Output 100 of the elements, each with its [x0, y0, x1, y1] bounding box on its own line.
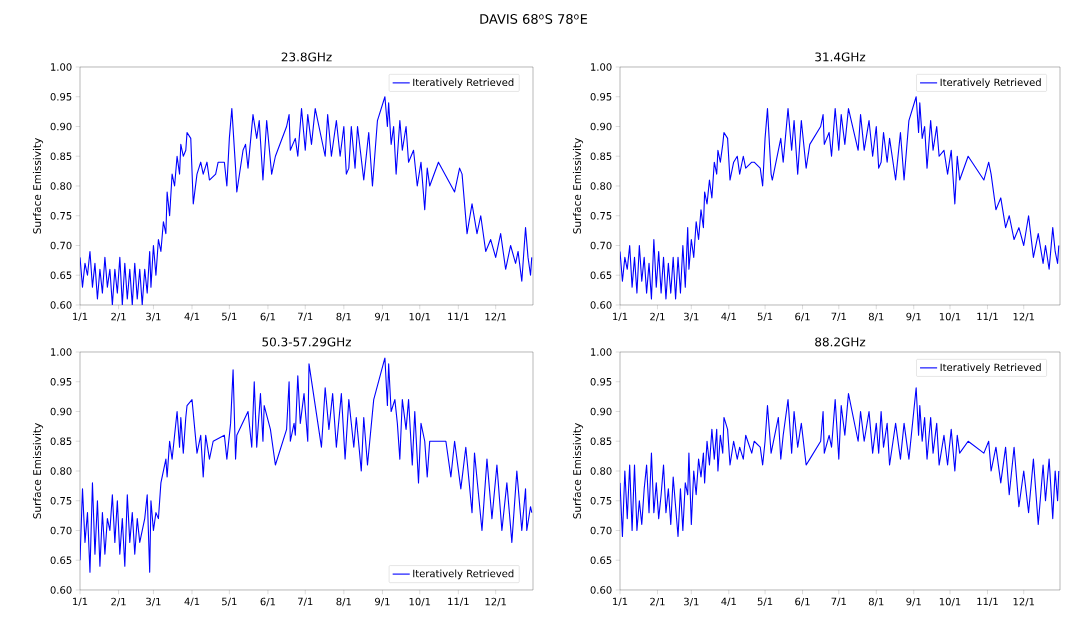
y-tick-label: 0.65 [50, 271, 72, 280]
x-tick-label: 12/1 [1013, 312, 1035, 322]
legend-label: Iteratively Retrieved [940, 363, 1041, 374]
x-tick-label: 4/1 [184, 312, 200, 321]
y-axis-title: Surface Emissivity [572, 138, 584, 234]
x-tick-label: 10/1 [409, 312, 431, 322]
x-tick-label: 7/1 [831, 597, 846, 606]
x-tick-label: 11/1 [977, 312, 998, 321]
y-tick-label: 1.00 [591, 63, 612, 71]
y-tick-label: 0.65 [590, 556, 612, 565]
y-tick-label: 0.85 [590, 437, 612, 446]
x-tick-label: 2/1 [111, 312, 126, 322]
x-tick-label: 1/1 [613, 312, 628, 321]
y-tick-label: 0.75 [50, 496, 72, 505]
y-tick-label: 0.75 [50, 211, 72, 220]
x-tick-label: 8/1 [336, 597, 351, 607]
y-axis-title: Surface Emissivity [32, 138, 44, 234]
y-tick-label: 0.90 [50, 122, 72, 131]
text: DAVIS 68$^{o}$S 78$^{o}$E [480, 14, 588, 24]
x-tick-label: 12/1 [485, 597, 506, 607]
y-tick-label: 0.75 [590, 496, 612, 505]
x-tick-label: 7/1 [298, 597, 313, 606]
x-tick-label: 2/1 [650, 312, 665, 322]
y-tick-label: 0.90 [590, 122, 612, 131]
x-tick-label: 7/1 [298, 312, 313, 321]
x-tick-label: 4/1 [721, 312, 736, 321]
y-tick-label: 0.60 [590, 301, 612, 309]
y-tick-label: 0.95 [590, 377, 612, 386]
y-axis-title: Surface Emissivity [32, 423, 44, 519]
x-tick-label: 2/1 [111, 597, 126, 607]
legend-label: Iteratively Retrieved [413, 78, 514, 89]
x-tick-label: 6/1 [260, 597, 276, 607]
x-tick-label: 6/1 [260, 312, 276, 322]
y-tick-label: 0.95 [590, 92, 612, 101]
y-tick-label: 0.60 [50, 586, 72, 594]
y-tick-label: 0.70 [50, 241, 72, 250]
x-tick-label: 3/1 [146, 597, 161, 607]
y-axis-title: Surface Emissivity [572, 423, 584, 519]
x-tick-label: 1/1 [613, 597, 628, 606]
x-tick-label: 1/1 [73, 312, 88, 321]
x-tick-label: 1/1 [73, 597, 88, 606]
x-tick-label: 10/1 [939, 312, 961, 322]
y-tick-label: 0.80 [50, 182, 72, 190]
y-tick-label: 0.90 [50, 407, 72, 416]
x-tick-label: 11/1 [448, 312, 469, 321]
y-tick-label: 0.85 [50, 437, 72, 446]
y-tick-label: 0.95 [50, 92, 72, 101]
x-tick-label: 9/1 [375, 597, 390, 607]
line-series [620, 387, 1060, 537]
chart-title: 50.3-57.29GHz [262, 337, 351, 347]
x-tick-label: 5/1 [222, 597, 237, 606]
y-tick-label: 1.00 [51, 348, 72, 356]
x-tick-label: 9/1 [375, 312, 390, 322]
x-tick-label: 5/1 [757, 312, 773, 321]
line-series [620, 96, 1060, 300]
chart-title: 88.2GHz [815, 337, 866, 347]
x-tick-label: 4/1 [721, 597, 736, 606]
x-tick-label: 12/1 [485, 312, 506, 322]
y-tick-label: 0.80 [50, 467, 72, 475]
x-tick-label: 9/1 [906, 597, 921, 607]
x-tick-label: 5/1 [757, 597, 773, 606]
x-tick-label: 10/1 [409, 597, 431, 607]
x-tick-label: 5/1 [222, 312, 237, 321]
y-tick-label: 0.95 [50, 377, 72, 386]
x-tick-label: 4/1 [184, 597, 200, 606]
chart-title: 23.8GHz [281, 52, 332, 62]
x-tick-label: 11/1 [977, 597, 998, 606]
y-tick-label: 0.70 [590, 241, 612, 250]
y-tick-label: 0.85 [50, 152, 72, 161]
x-tick-label: 10/1 [939, 597, 961, 607]
x-tick-label: 6/1 [795, 312, 810, 322]
y-tick-label: 0.90 [590, 407, 612, 416]
chart-title: 31.4GHz [815, 52, 866, 62]
y-tick-label: 0.70 [50, 526, 72, 535]
y-tick-label: 0.75 [590, 211, 612, 220]
x-tick-label: 3/1 [684, 597, 699, 607]
legend-label: Iteratively Retrieved [940, 78, 1041, 89]
y-tick-label: 0.60 [590, 586, 612, 594]
y-tick-label: 0.80 [590, 467, 612, 475]
y-tick-label: 0.85 [590, 152, 612, 161]
x-tick-label: 8/1 [868, 312, 884, 322]
x-tick-label: 12/1 [1013, 597, 1035, 607]
y-tick-label: 0.65 [50, 556, 72, 565]
x-tick-label: 3/1 [146, 312, 161, 322]
y-tick-label: 1.00 [51, 63, 72, 71]
y-tick-label: 0.60 [50, 301, 72, 309]
x-tick-label: 7/1 [831, 312, 846, 321]
x-tick-label: 2/1 [650, 597, 665, 607]
x-tick-label: 8/1 [336, 312, 351, 322]
x-tick-label: 11/1 [448, 597, 469, 606]
y-tick-label: 0.80 [590, 182, 612, 190]
legend-label: Iteratively Retrieved [413, 569, 514, 580]
x-tick-label: 3/1 [684, 312, 699, 322]
y-tick-label: 1.00 [591, 348, 612, 356]
line-series [80, 96, 533, 305]
x-tick-label: 6/1 [795, 597, 810, 607]
x-tick-label: 8/1 [868, 597, 884, 607]
y-tick-label: 0.70 [590, 526, 612, 535]
y-tick-label: 0.65 [590, 271, 612, 280]
x-tick-label: 9/1 [906, 312, 921, 322]
